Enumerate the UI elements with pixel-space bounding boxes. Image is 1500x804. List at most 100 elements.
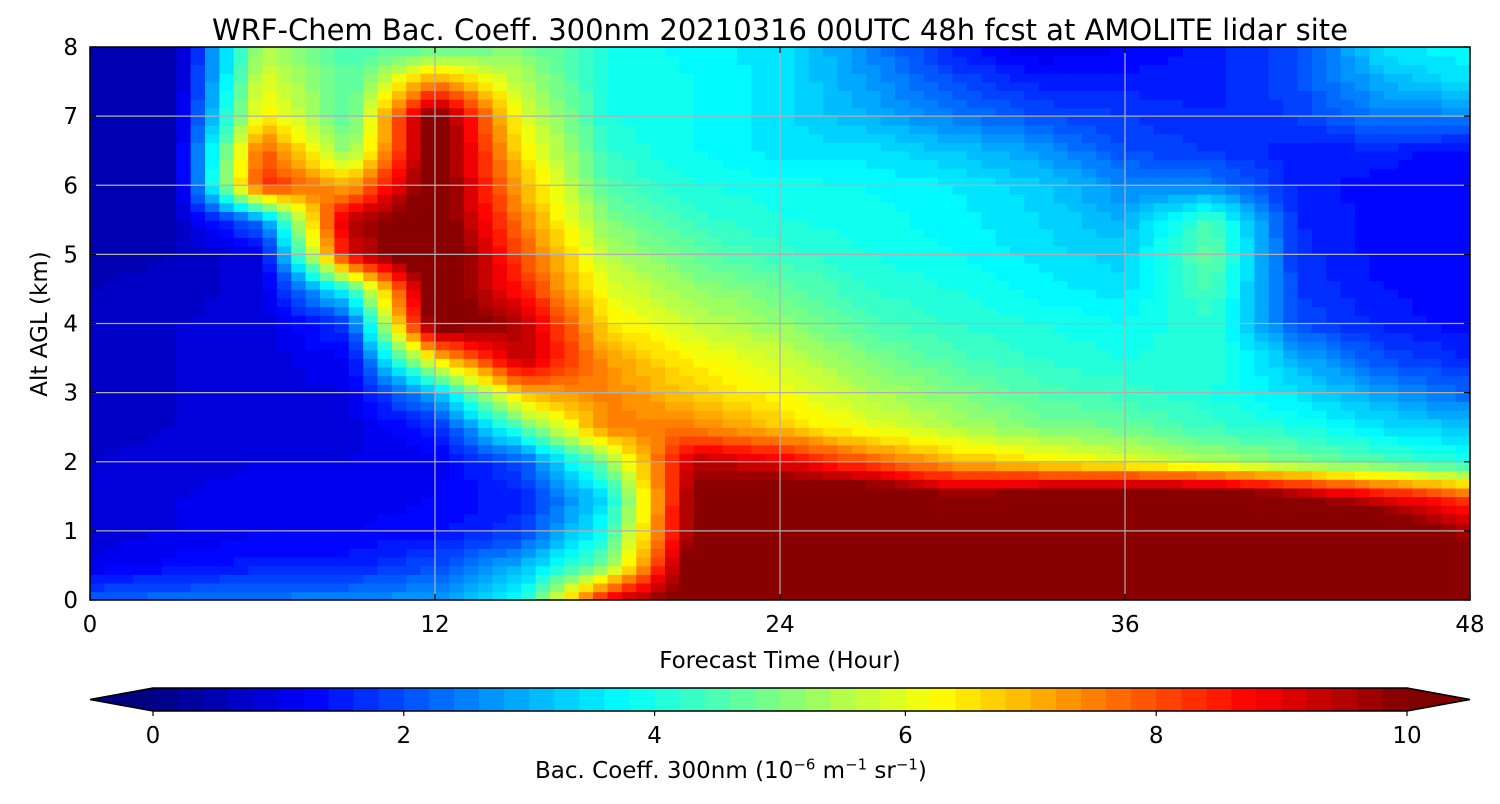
contour-cell <box>161 254 178 264</box>
contour-cell <box>334 504 350 515</box>
contour-cell <box>219 565 235 575</box>
contour-cell <box>1326 383 1342 394</box>
contour-cell <box>1211 340 1227 351</box>
contour-cell <box>679 323 695 333</box>
contour-cell <box>1010 167 1026 178</box>
contour-cell <box>463 548 479 558</box>
contour-cell <box>665 176 681 187</box>
contour-cell <box>248 461 264 472</box>
contour-cell <box>708 219 724 230</box>
contour-cell <box>938 185 954 195</box>
contour-cell <box>147 280 163 290</box>
contour-cell <box>1254 202 1270 212</box>
contour-cell <box>348 504 364 515</box>
contour-cell <box>118 202 134 212</box>
contour-cell <box>564 193 580 204</box>
contour-cell <box>1225 306 1241 316</box>
contour-cell <box>320 288 336 299</box>
contour-cell <box>880 479 896 489</box>
contour-cell <box>794 211 810 221</box>
contour-cell <box>363 254 379 264</box>
contour-cell <box>205 504 221 515</box>
contour-cell <box>391 548 408 558</box>
contour-cell <box>1211 211 1227 221</box>
contour-cell <box>118 383 134 394</box>
contour-cell <box>320 591 336 600</box>
contour-cell <box>995 193 1011 204</box>
contour-cell <box>851 556 868 567</box>
contour-cell <box>406 245 422 256</box>
contour-cell <box>90 228 106 238</box>
contour-cell <box>1283 444 1299 454</box>
contour-cell <box>406 418 422 428</box>
contour-cell <box>1110 297 1126 308</box>
contour-cell <box>406 470 422 480</box>
contour-cell <box>205 556 221 567</box>
contour-cell <box>1326 211 1342 221</box>
contour-cell <box>1326 401 1342 411</box>
contour-cell <box>161 539 178 549</box>
contour-cell <box>823 358 839 368</box>
contour-cell <box>1355 323 1371 333</box>
contour-cell <box>1398 176 1414 187</box>
contour-cell <box>176 427 192 437</box>
contour-cell <box>621 504 638 515</box>
contour-cell <box>780 237 796 247</box>
contour-cell <box>1110 211 1126 221</box>
contour-cell <box>780 280 796 290</box>
contour-cell <box>679 297 695 308</box>
contour-cell <box>391 185 408 195</box>
contour-cell <box>248 383 264 394</box>
contour-cell <box>952 288 968 299</box>
contour-cell <box>1196 314 1213 325</box>
contour-cell <box>391 167 408 178</box>
contour-cell <box>435 358 451 368</box>
contour-cell <box>1340 306 1356 316</box>
contour-cell <box>550 297 566 308</box>
contour-cell <box>607 556 623 567</box>
contour-cell <box>1067 358 1083 368</box>
contour-cell <box>219 176 235 187</box>
contour-cell <box>1326 167 1342 178</box>
contour-cell <box>1311 202 1328 212</box>
contour-cell <box>1355 470 1371 480</box>
contour-cell <box>578 150 594 161</box>
contour-cell <box>305 435 321 446</box>
contour-cell <box>1153 383 1169 394</box>
contour-cell <box>90 461 106 472</box>
contour-cell <box>1240 548 1256 558</box>
contour-cell <box>794 306 810 316</box>
contour-cell <box>708 548 724 558</box>
contour-cell <box>866 185 882 195</box>
contour-cell <box>420 228 436 238</box>
contour-cell <box>1426 444 1443 454</box>
contour-cell <box>808 297 824 308</box>
contour-cell <box>133 142 149 152</box>
contour-cell <box>1225 358 1241 368</box>
contour-cell <box>233 487 249 498</box>
contour-cell <box>435 556 451 567</box>
contour-cell <box>1211 444 1227 454</box>
contour-cell <box>1024 461 1040 472</box>
contour-cell <box>837 418 853 428</box>
contour-cell <box>1254 427 1270 437</box>
contour-cell <box>895 237 911 247</box>
contour-cell <box>1383 150 1399 161</box>
contour-cell <box>1398 263 1414 273</box>
contour-cell <box>435 392 451 403</box>
contour-cell <box>578 211 594 221</box>
contour-cell <box>463 409 479 420</box>
contour-cell <box>1081 349 1098 359</box>
contour-cell <box>420 383 436 394</box>
contour-cell <box>736 401 753 411</box>
contour-cell <box>665 453 681 463</box>
contour-cell <box>104 401 120 411</box>
contour-cell <box>305 487 321 498</box>
contour-cell <box>205 263 221 273</box>
contour-cell <box>363 219 379 230</box>
contour-cell <box>90 479 106 489</box>
contour-cell <box>1024 314 1040 325</box>
contour-cell <box>780 435 796 446</box>
contour-cell <box>1398 487 1414 498</box>
contour-cell <box>1283 530 1299 541</box>
